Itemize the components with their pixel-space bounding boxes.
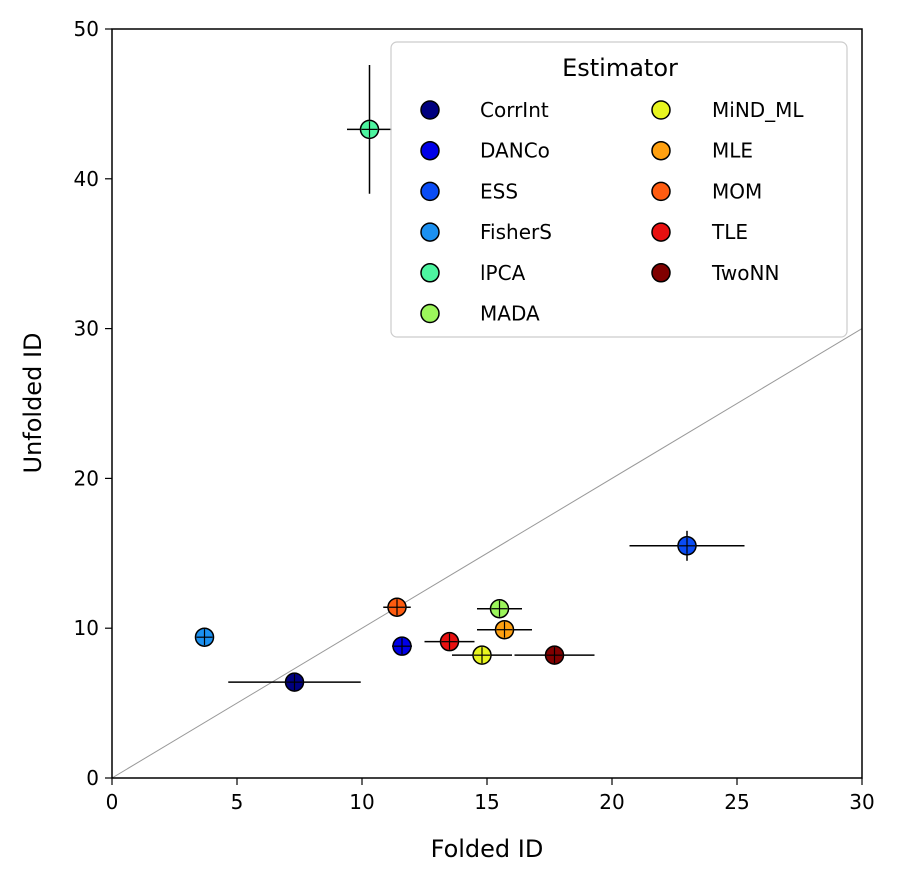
x-tick-label: 0 (106, 790, 119, 814)
legend: Estimator CorrInt DANCo ESS FisherS lPCA MADA… (390, 41, 848, 338)
reference-diagonal-line (111, 328, 863, 779)
data-points (194, 119, 697, 692)
y-axis-ticks: 0 10 20 30 40 50 (74, 17, 112, 790)
x-tick-label: 20 (599, 790, 624, 814)
legend-marker-lpca (420, 263, 440, 283)
legend-marker-mada (420, 303, 440, 324)
legend-label-danco: DANCo (480, 139, 550, 163)
legend-marker-mind_ml (651, 100, 671, 120)
x-tick-label: 5 (231, 790, 244, 814)
legend-marker-ess (420, 181, 440, 202)
legend-marker-danco (420, 140, 440, 161)
y-tick-label: 30 (74, 317, 99, 341)
legend-label-tle: TLE (711, 220, 748, 244)
legend-label-mada: MADA (480, 302, 540, 326)
legend-label-twonn: TwoNN (711, 261, 779, 285)
legend-marker-mle (651, 140, 671, 161)
legend-label-lpca: lPCA (480, 261, 526, 285)
x-tick-label: 30 (849, 790, 874, 814)
legend-title: Estimator (562, 54, 678, 82)
y-tick-label: 40 (74, 167, 99, 191)
legend-marker-fishers (420, 222, 440, 242)
legend-label-mind_ml: MiND_ML (712, 98, 804, 122)
legend-marker-mom (651, 181, 671, 202)
legend-box (390, 41, 848, 338)
legend-label-mom: MOM (712, 179, 762, 203)
y-tick-label: 10 (74, 616, 99, 640)
y-tick-label: 50 (74, 17, 99, 41)
y-tick-label: 20 (74, 466, 99, 490)
legend-label-mle: MLE (712, 139, 753, 163)
y-axis-label: Unfolded ID (19, 333, 47, 474)
legend-marker-twonn (651, 263, 671, 283)
x-tick-label: 15 (474, 790, 499, 814)
legend-items: CorrInt DANCo ESS FisherS lPCA MADA MiND_ML MLE… (420, 98, 804, 326)
legend-label-corrint: CorrInt (480, 98, 549, 122)
x-axis-ticks: 0 5 10 15 20 25 30 (106, 778, 875, 814)
legend-label-fishers: FisherS (480, 220, 552, 244)
x-tick-label: 25 (724, 790, 749, 814)
y-tick-label: 0 (86, 766, 99, 790)
x-axis-label: Folded ID (431, 835, 544, 863)
legend-marker-corrint (420, 100, 440, 120)
legend-marker-tle (651, 222, 671, 242)
x-tick-label: 10 (349, 790, 374, 814)
legend-label-ess: ESS (480, 179, 518, 203)
